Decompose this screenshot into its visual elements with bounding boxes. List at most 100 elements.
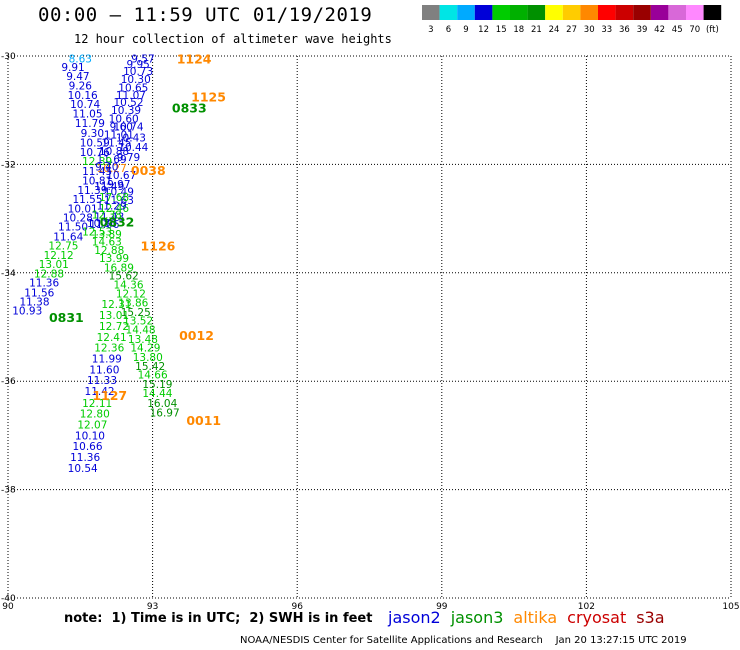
wave-height-value: 11.64 [53, 231, 83, 243]
wave-height-value: 13.48 [128, 334, 158, 346]
wave-height-value: 14.66 [138, 370, 168, 382]
wave-height-value: 11.05 [72, 108, 102, 120]
x-tick-label: 99 [436, 602, 448, 610]
wave-height-value: 9.60 [110, 121, 133, 133]
pass-time-label: 0831 [49, 310, 84, 325]
colorbar-label: 39 [637, 25, 648, 35]
wave-height-value: 9.95 [126, 59, 149, 71]
wave-height-value: 9.57 [131, 54, 154, 66]
legend-s3a: s3a [636, 608, 665, 627]
wave-height-value: 11.43 [94, 211, 124, 223]
colorbar-label: 27 [566, 25, 577, 35]
colorbar-swatch [422, 5, 440, 20]
colorbar-label: 9 [463, 25, 468, 35]
colorbar-swatch [562, 5, 581, 20]
x-tick-label: 90 [2, 602, 14, 610]
wave-height-value: 12.46 [99, 203, 129, 215]
wave-height-value: 12.53 [82, 227, 112, 239]
wave-height-value: 12.80 [80, 409, 110, 421]
colorbar-swatch [545, 5, 563, 20]
colorbar-swatch [439, 5, 458, 20]
wave-height-value: 9.47 [66, 71, 89, 83]
wave-height-value: 10.74 [70, 99, 100, 111]
wave-height-value: 10.30 [121, 74, 151, 86]
colorbar-swatch [633, 5, 651, 20]
wave-height-value: 11.36 [29, 278, 59, 290]
legend-jason3: jason3 [450, 608, 504, 627]
colorbar-swatch [650, 5, 669, 20]
pass-time-label: 1126 [141, 239, 176, 254]
wave-height-value: 9.91 [61, 62, 84, 74]
wave-height-value: 13.01 [39, 259, 69, 271]
wave-height-value: 17.68 [99, 192, 129, 204]
wave-height-value: 14.36 [113, 280, 143, 292]
wave-height-value: 14.63 [92, 236, 122, 248]
wave-height-value: 11.69 [97, 154, 127, 166]
colorbar-label: 3 [428, 25, 433, 35]
wave-height-value: 10.49 [104, 187, 134, 199]
wave-height-value: 9.97 [107, 179, 130, 191]
colorbar-swatch [598, 5, 616, 20]
wave-height-value: 11.99 [92, 353, 122, 365]
wave-height-value: 10.74 [113, 121, 143, 133]
colorbar-label: 36 [619, 25, 630, 35]
wave-height-value: 16.04 [147, 398, 177, 410]
wave-height-value: 9.26 [69, 80, 93, 92]
pass-time-label: 0832 [100, 214, 135, 229]
pass-time-label: 0011 [186, 413, 221, 428]
wave-height-value: 11.50 [58, 222, 88, 234]
wave-height-value: 12.11 [82, 398, 112, 410]
colorbar-swatch [615, 5, 634, 20]
wave-height-value: 11.79 [75, 118, 105, 130]
wave-height-value: 11.60 [89, 364, 119, 376]
y-tick-label: -38 [1, 486, 16, 496]
wave-height-value: 10.60 [109, 113, 139, 125]
colorbar-swatch [492, 5, 510, 20]
wave-height-value: 10.10 [75, 430, 105, 442]
wave-height-value: 12.12 [116, 288, 146, 300]
wave-height-value: 15.25 [121, 307, 151, 319]
wave-height-value: 10.88 [99, 146, 129, 158]
wave-height-value: 10.54 [68, 463, 98, 475]
y-tick-label: -30 [1, 52, 16, 62]
legend-altika: altika [513, 608, 558, 627]
wave-height-value: 10.80 [87, 218, 117, 230]
legend-jason2: jason2 [388, 608, 441, 627]
wave-height-value: 9.79 [117, 152, 140, 164]
wave-height-chart: 90 93 96 99 102 105 -30 -32 -34 -36 -38 -40 9.579.95… [1, 52, 740, 610]
colorbar-label: 30 [584, 25, 595, 35]
wave-height-value: 14.48 [126, 325, 156, 337]
wave-height-value: 12.41 [97, 332, 127, 344]
colorbar-label: (ft) [706, 25, 719, 35]
wave-height-value: 12.12 [44, 250, 74, 262]
wave-height-value: 12.38 [92, 209, 122, 221]
footnote: note: 1) Time is in UTC; 2) SWH is in fe… [64, 611, 373, 626]
wave-height-value: 16.97 [150, 408, 180, 420]
colorbar-swatch [580, 5, 598, 20]
wave-height-value: 10.52 [113, 97, 143, 109]
wave-height-value: 11.06 [89, 219, 119, 231]
y-tick-label: -36 [1, 377, 16, 387]
colorbar-swatch [703, 5, 722, 20]
wave-height-value: 10.67 [106, 170, 136, 182]
wave-height-value: 12.36 [94, 343, 124, 355]
wave-height-value: 15.62 [109, 271, 139, 283]
pass-time-label: 1125 [191, 90, 226, 105]
wave-height-value: 15.19 [142, 379, 172, 391]
wave-height-value: 12.88 [34, 268, 64, 280]
wave-height-value: 12.88 [94, 245, 124, 257]
wave-height-value: 12.07 [77, 420, 107, 432]
wave-height-value: 12.39 [82, 156, 112, 168]
colorbar-label: 21 [531, 25, 542, 35]
colorbar-swatch [686, 5, 704, 20]
wave-height-value: 11.01 [104, 130, 134, 142]
wave-height-value: 14.44 [142, 388, 172, 400]
wave-height-value: 11.29 [97, 201, 127, 213]
pass-time-label: 1124 [177, 52, 212, 67]
colorbar-swatch [527, 5, 546, 20]
y-tick-label: -40 [1, 594, 16, 604]
x-tick-label: 96 [291, 602, 303, 610]
wave-height-value: 13.99 [99, 253, 129, 265]
wave-height-value: 9.30 [81, 128, 104, 140]
colorbar-label: 45 [672, 25, 683, 35]
